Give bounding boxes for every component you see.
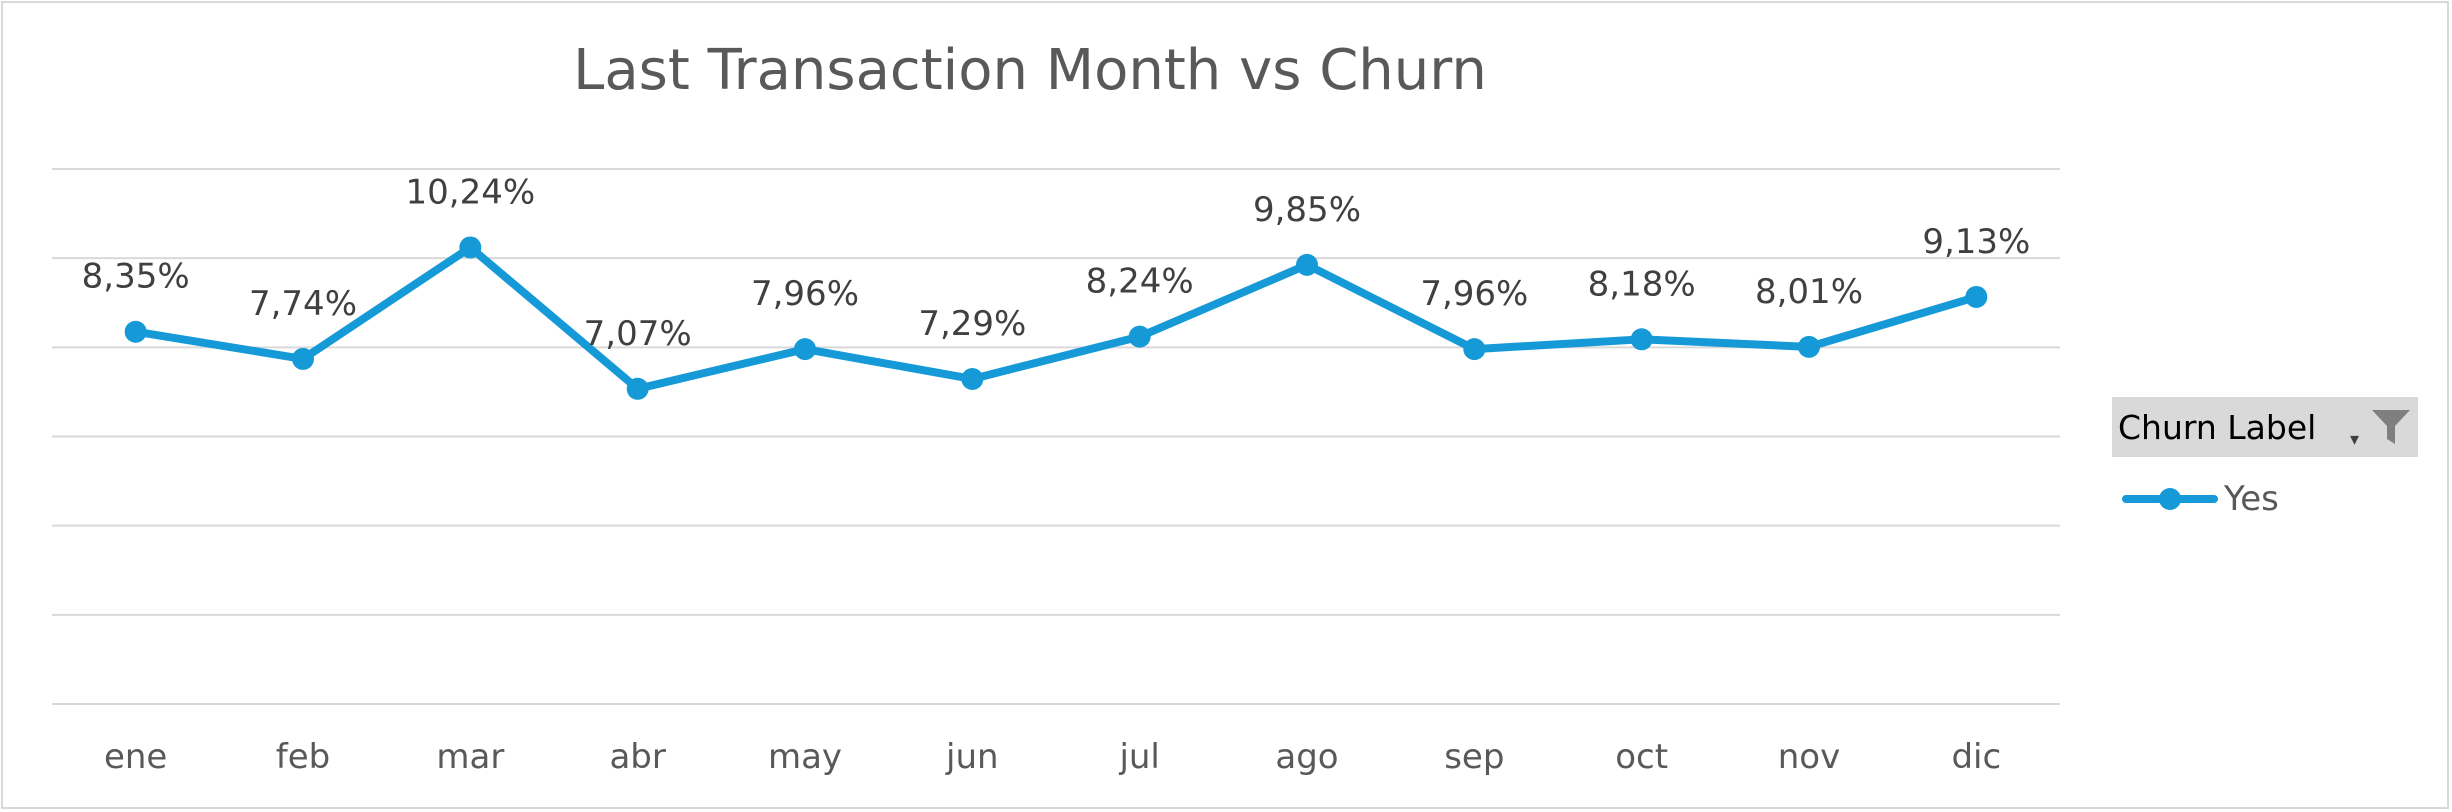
data-label: 8,35% [82,257,190,297]
data-label: 7,74% [249,284,357,324]
data-label: 9,13% [1922,222,2030,262]
chart-title: Last Transaction Month vs Churn [573,38,1487,103]
x-tick-label: ago [1275,737,1338,777]
series-yes [124,236,1988,400]
x-tick-label: dic [1951,737,2001,777]
gridlines [52,168,2060,705]
data-label: 8,18% [1588,264,1696,304]
data-label: 7,07% [584,314,692,354]
data-point[interactable] [1463,338,1486,361]
data-point[interactable] [961,367,984,390]
data-point[interactable] [1296,253,1318,276]
x-tick-label: may [768,737,842,777]
legend-item-yes[interactable]: Yes [2122,474,2279,524]
data-label: 8,01% [1755,272,1863,312]
data-point[interactable] [1798,335,1820,358]
data-point[interactable] [292,347,314,370]
x-tick-label: sep [1444,737,1504,777]
series-line [135,243,1978,393]
filter-icon[interactable] [2370,406,2412,448]
x-tick-label: oct [1615,737,1668,777]
data-point[interactable] [124,320,147,343]
legend-title: Churn Label [2118,407,2317,447]
x-tick-label: mar [436,737,504,777]
data-point[interactable] [626,377,649,400]
data-label: 7,96% [1420,274,1528,314]
data-point[interactable] [794,338,816,361]
x-axis-ticks: ene feb mar abr may jun jul ago sep oct nov dic [104,737,2001,777]
data-labels: 8,35% 7,74% 10,24% 7,07% 7,96% 7,29% 8,24% 9,85… [82,172,2031,353]
data-point[interactable] [1630,328,1653,351]
x-tick-label: ene [104,737,167,777]
data-point[interactable] [459,236,482,259]
data-label: 9,85% [1253,190,1361,230]
x-tick-label: jun [945,737,999,777]
data-point[interactable] [1965,285,1988,308]
x-tick-label: jul [1118,737,1159,777]
data-label: 8,24% [1086,262,1194,302]
legend-filter-header[interactable]: Churn Label ▾ [2112,397,2418,457]
dropdown-arrow-icon[interactable]: ▾ [2350,429,2360,450]
data-label: 7,96% [751,274,859,314]
x-tick-label: feb [276,737,330,777]
legend-line-marker-icon [2122,488,2218,510]
legend-label: Yes [2224,479,2279,519]
data-label: 7,29% [918,304,1026,344]
data-point[interactable] [1128,325,1151,348]
x-tick-label: abr [609,737,665,777]
data-label: 10,24% [406,172,536,212]
x-tick-label: nov [1778,737,1840,777]
